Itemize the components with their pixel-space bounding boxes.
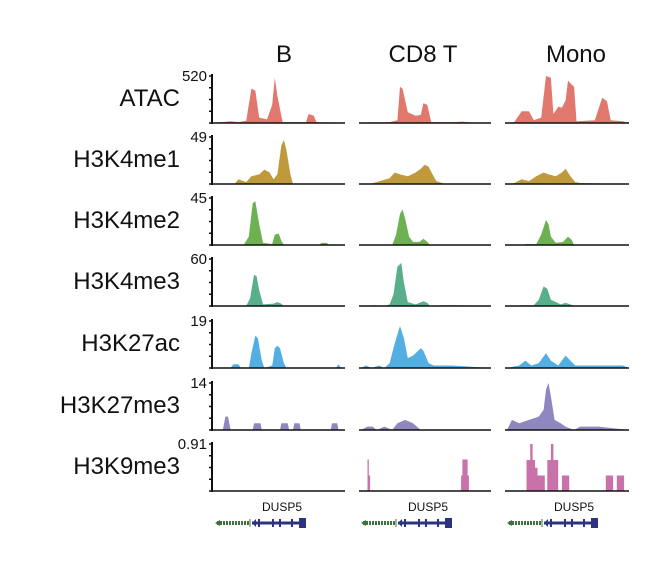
track-h3k4me1: H3K4me1 49 [73,129,629,185]
signal-area-atac-mono [507,76,629,123]
signal-area-h3k27ac-mono [507,353,629,368]
signal-area-h3k27me3-cd8t [361,419,491,430]
ymax-label-atac: 520 [182,68,207,85]
row-label-h3k27me3: H3K27me3 [60,392,180,419]
row-label-h3k4me2: H3K4me2 [73,207,180,234]
signal-area-h3k27me3-mono [507,383,629,430]
signal-area-h3k4me3-cd8t [361,262,491,306]
exon [425,519,427,527]
arrow-left-icon [398,519,402,527]
signal-area-atac-cd8t [361,86,491,123]
row-label-atac: ATAC [120,85,180,112]
signal-area-h3k4me3-b [215,274,345,306]
arrow-left-icon [507,520,512,526]
arrow-left-icon [215,520,220,526]
track-h3k27ac: H3K27ac 19 [81,313,629,369]
signal-area-h3k4me2-cd8t [361,209,491,245]
exon [550,519,552,527]
signal-area-h3k4me1-b [215,139,345,184]
column-title-mono: Mono [546,41,606,68]
exon [437,519,439,527]
exon [404,519,406,527]
gene-label: DUSP5 [262,500,302,514]
signal-area-h3k4me3-mono [507,286,629,306]
row-label-h3k9me3: H3K9me3 [73,453,180,480]
track-h3k4me2: H3K4me2 45 [73,190,629,246]
ymax-label-h3k27ac: 19 [190,313,207,330]
exon [291,519,293,527]
exon [583,519,585,527]
signal-area-h3k4me1-cd8t [361,164,491,184]
exon-utr [299,518,306,528]
ymax-label-h3k27me3: 14 [190,375,207,392]
ymax-label-h3k4me2: 45 [190,190,207,207]
exon [272,519,274,527]
gene-track-b: DUSP5 [215,500,306,528]
ymax-label-h3k4me3: 60 [190,251,207,268]
gene-tracks: DUSP5 DUSP5 DUSP5 [215,500,598,528]
signal-area-h3k4me2-b [215,201,345,245]
exon [571,519,573,527]
row-label-h3k4me1: H3K4me1 [73,146,180,173]
ymax-label-h3k4me1: 49 [190,129,207,146]
signal-area-atac-b [215,77,345,123]
exon [279,519,281,527]
arrow-left-icon [252,519,256,527]
row-label-h3k4me3: H3K4me3 [73,268,180,295]
exon-utr [445,518,452,528]
signal-area-h3k9me3-mono [507,444,629,491]
exon [564,519,566,527]
exon [418,519,420,527]
arrow-left-icon [361,520,366,526]
gene-label: DUSP5 [408,500,448,514]
row-label-h3k27ac: H3K27ac [81,330,180,357]
signal-area-h3k9me3-cd8t [361,459,491,491]
signal-area-h3k27ac-b [215,335,345,368]
gene-track-mono: DUSP5 [507,500,598,528]
gene-track-cd8t: DUSP5 [361,500,452,528]
signal-area-h3k27ac-cd8t [361,325,491,368]
gene-label: DUSP5 [554,500,594,514]
signal-area-h3k4me2-mono [507,219,629,245]
track-h3k27me3: H3K27me3 14 [60,375,629,431]
signal-area-h3k27me3-b [215,416,345,430]
column-titles: B CD8 T Mono [276,41,606,68]
exon-utr [591,518,598,528]
track-h3k4me3: H3K4me3 60 [73,251,629,307]
ymax-label-h3k9me3: 0.91 [178,436,207,453]
arrow-left-icon [544,519,548,527]
column-title-cd8t: CD8 T [389,41,458,68]
column-title-b: B [276,41,292,68]
signal-area-h3k4me1-mono [507,168,629,184]
exon [258,519,260,527]
